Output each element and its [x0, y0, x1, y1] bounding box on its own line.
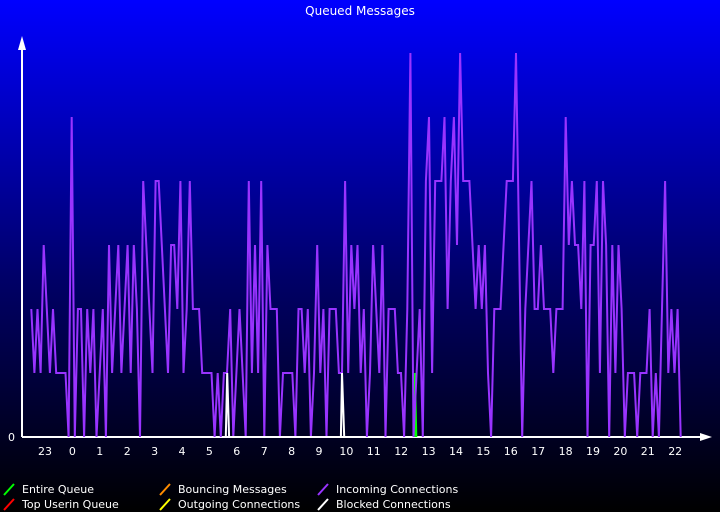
- y-tick-label: 0: [8, 431, 15, 444]
- x-tick-label: 2: [124, 445, 131, 458]
- x-tick-label: 8: [288, 445, 295, 458]
- series-line-incoming-connections: [30, 52, 682, 438]
- legend-swatch-outgoing-connections: [159, 498, 171, 511]
- x-tick-label: 0: [69, 445, 76, 458]
- legend-swatch-top-userin-queue: [3, 498, 15, 511]
- x-tick-label: 4: [179, 445, 186, 458]
- x-tick-label: 14: [449, 445, 463, 458]
- x-tick-label: 22: [668, 445, 682, 458]
- x-tick-label: 15: [476, 445, 490, 458]
- x-tick-label: 9: [316, 445, 323, 458]
- legend-item-top-userin-queue: Top Userin Queue: [2, 497, 119, 511]
- x-tick-label: 23: [38, 445, 52, 458]
- legend-item-bouncing-messages: Bouncing Messages: [158, 482, 287, 496]
- legend-label: Incoming Connections: [336, 482, 459, 496]
- legend-label: Blocked Connections: [336, 497, 451, 511]
- x-tick-label: 16: [504, 445, 518, 458]
- x-tick-label: 3: [151, 445, 158, 458]
- x-tick-label: 12: [394, 445, 408, 458]
- x-tick-label: 7: [261, 445, 268, 458]
- y-axis-arrow: [18, 36, 26, 50]
- x-tick-label: 13: [422, 445, 436, 458]
- legend-item-incoming-connections: Incoming Connections: [316, 482, 458, 496]
- legend-item-blocked-connections: Blocked Connections: [316, 497, 451, 511]
- x-tick-label: 6: [233, 445, 240, 458]
- series-line-blocked-connections: [224, 372, 346, 438]
- legend-item-entire-queue: Entire Queue: [2, 482, 94, 496]
- legend-swatch-incoming-connections: [317, 483, 329, 496]
- chart-title: Queued Messages: [305, 4, 415, 18]
- chart-legend: Entire Queue Top Userin Queue Bouncing M…: [0, 480, 720, 512]
- legend-label: Top Userin Queue: [22, 497, 119, 511]
- chart-plot-area: 023 0 1 2 3 4 5 6 7 8 9 10 11 12 13 14 15 16 17 18 19 20 21 22: [8, 36, 712, 458]
- legend-label: Outgoing Connections: [178, 497, 301, 511]
- legend-swatch-entire-queue: [3, 483, 15, 496]
- x-tick-label: 17: [531, 445, 545, 458]
- x-tick-label: 19: [586, 445, 600, 458]
- x-tick-label: 10: [339, 445, 353, 458]
- x-axis-arrow: [700, 433, 712, 441]
- x-tick-label: 11: [367, 445, 381, 458]
- legend-label: Bouncing Messages: [178, 482, 287, 496]
- x-tick-label: 1: [96, 445, 103, 458]
- legend-swatch-bouncing-messages: [159, 483, 171, 496]
- x-tick-label: 21: [641, 445, 655, 458]
- legend-item-outgoing-connections: Outgoing Connections: [158, 497, 300, 511]
- legend-label: Entire Queue: [22, 482, 94, 496]
- legend-swatch-blocked-connections: [317, 498, 329, 511]
- x-tick-label: 18: [559, 445, 573, 458]
- x-tick-label: 5: [206, 445, 213, 458]
- x-tick-label: 20: [613, 445, 627, 458]
